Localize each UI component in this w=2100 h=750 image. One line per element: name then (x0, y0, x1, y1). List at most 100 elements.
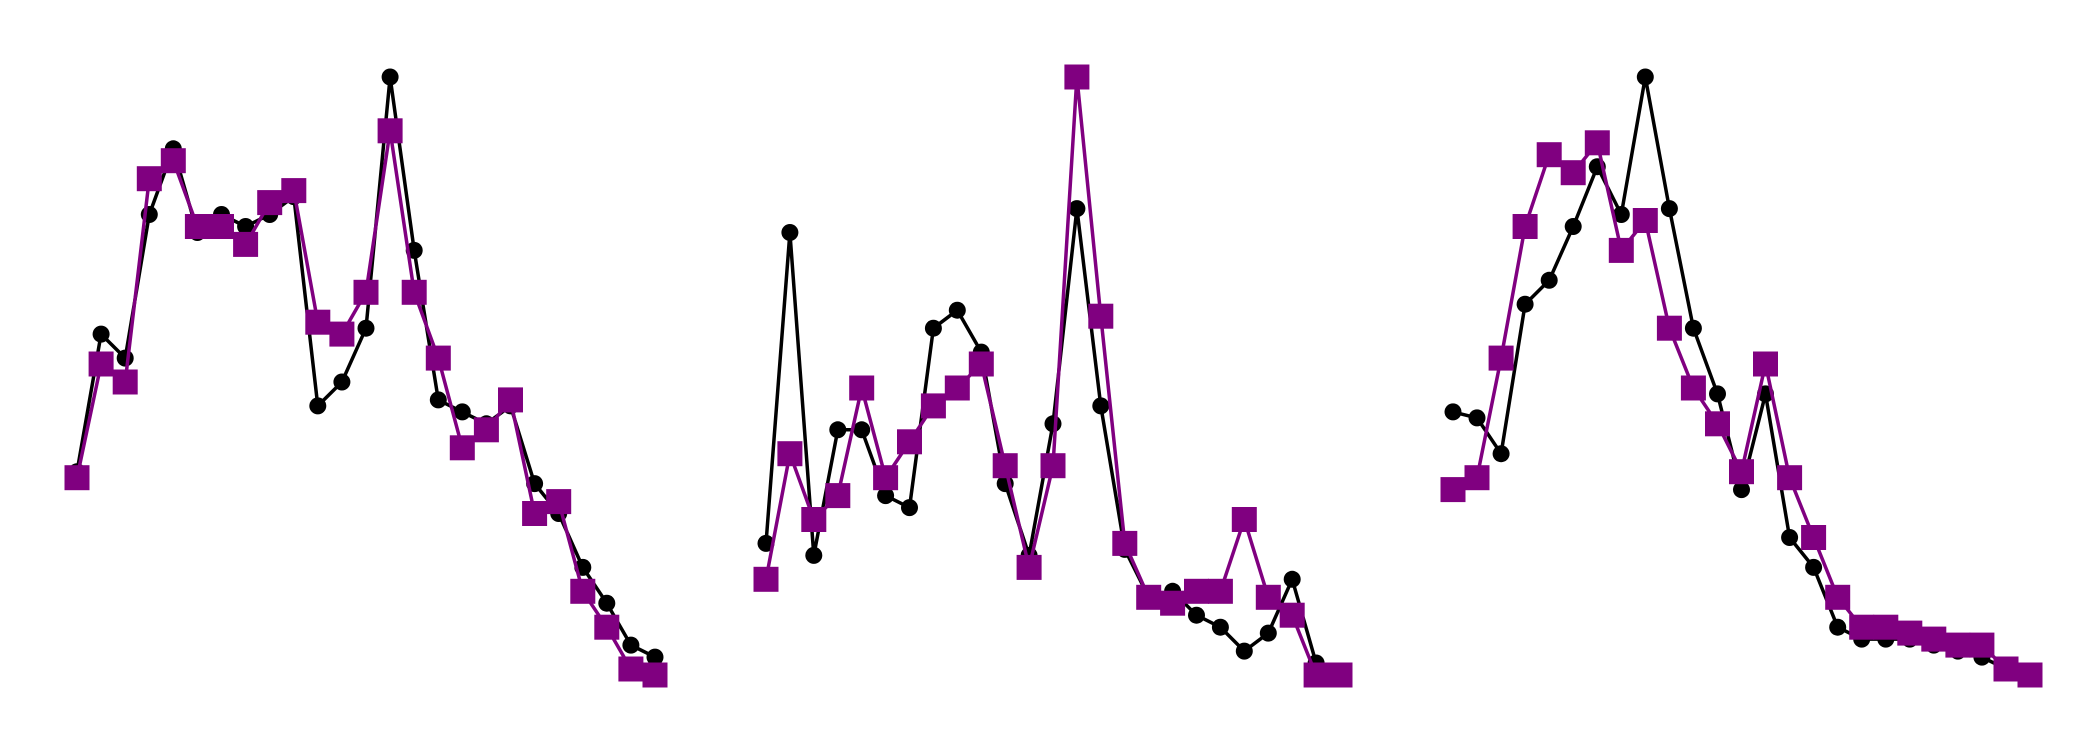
data-point-square (377, 118, 403, 144)
data-point-square (1729, 459, 1754, 485)
data-point-square (1488, 345, 1514, 371)
data-point-circle (1092, 397, 1110, 415)
data-point-circle (333, 373, 351, 391)
data-point-circle (805, 546, 823, 564)
data-point-square (1255, 584, 1281, 610)
data-point-square (1464, 465, 1490, 491)
data-point-circle (1259, 624, 1277, 642)
data-point-square (1969, 632, 1995, 658)
data-point-circle (1516, 295, 1534, 313)
data-point-square (1825, 584, 1851, 610)
data-point-square (1136, 584, 1162, 610)
data-point-square (401, 279, 427, 305)
data-point-square (522, 501, 548, 526)
data-point-square (1584, 130, 1610, 156)
purple-square-series-line (1452, 141, 2031, 677)
data-point-circle (622, 636, 640, 654)
data-point-circle (237, 218, 255, 235)
data-point-square (329, 321, 355, 347)
data-point-square (1440, 477, 1466, 503)
data-point-circle (1612, 206, 1630, 223)
data-point-circle (1492, 445, 1510, 463)
data-point-square (449, 435, 475, 461)
data-point-square (1849, 614, 1875, 640)
purple-square-series-line (75, 129, 656, 677)
data-point-square (1897, 620, 1923, 646)
data-point-square (825, 483, 851, 509)
data-point-square (753, 566, 779, 592)
data-point-square (281, 178, 307, 204)
data-point-circle (1805, 558, 1823, 576)
chart-panel-right (1440, 68, 2043, 688)
data-point-square (184, 214, 210, 239)
data-point-square (546, 489, 572, 515)
data-point-circle (92, 325, 110, 343)
data-point-circle (309, 397, 327, 415)
data-point-square (1160, 590, 1186, 616)
data-point-circle (429, 391, 447, 409)
data-point-circle (646, 648, 664, 666)
data-point-square (1873, 614, 1899, 640)
data-point-square (594, 614, 620, 640)
data-point-square (305, 309, 331, 335)
data-point-square (1945, 632, 1971, 658)
purple-square-series (1440, 130, 2043, 688)
data-point-square (1303, 662, 1329, 688)
data-point-circle (1188, 606, 1205, 624)
data-point-square (968, 351, 994, 377)
data-point-square (160, 148, 186, 174)
data-point-circle (598, 594, 616, 612)
data-point-circle (1660, 200, 1678, 218)
data-point-circle (877, 487, 895, 505)
data-point-square (570, 578, 596, 604)
data-point-circle (1781, 529, 1799, 546)
data-point-square (1040, 453, 1066, 479)
data-point-circle (1044, 415, 1062, 433)
data-point-square (849, 375, 875, 401)
data-point-square (1680, 375, 1706, 401)
data-point-square (425, 345, 451, 371)
data-point-circle (948, 301, 966, 319)
data-point-square (64, 465, 90, 491)
data-point-square (1632, 208, 1658, 233)
data-point-square (642, 662, 668, 688)
data-point-circle (1829, 618, 1847, 636)
data-point-square (233, 231, 259, 257)
data-point-circle (1211, 618, 1229, 636)
data-point-circle (1283, 570, 1301, 588)
data-point-square (1279, 602, 1305, 628)
data-point-square (1656, 315, 1682, 341)
data-point-circle (1444, 403, 1462, 421)
data-point-circle (901, 499, 918, 517)
data-point-square (1993, 656, 2019, 682)
data-point-circle (1709, 385, 1726, 403)
data-point-square (1512, 214, 1538, 239)
data-point-circle (357, 319, 375, 337)
data-point-square (473, 417, 499, 443)
data-point-circle (853, 421, 871, 439)
data-point-square (618, 656, 644, 682)
data-point-square (1560, 160, 1586, 186)
data-point-circle (1068, 200, 1086, 218)
data-point-square (353, 279, 379, 305)
data-point-circle (1564, 218, 1582, 235)
data-point-square (1921, 626, 1947, 652)
data-point-circle (1684, 319, 1702, 337)
data-point-square (1801, 525, 1827, 550)
data-point-circle (1540, 271, 1558, 289)
data-point-square (873, 465, 899, 491)
data-point-square (112, 369, 138, 395)
data-point-square (944, 375, 970, 401)
data-point-circle (1468, 409, 1486, 427)
data-point-square (1705, 411, 1730, 437)
data-point-square (897, 429, 922, 455)
data-point-square (1536, 142, 1562, 168)
data-point-square (777, 441, 803, 467)
data-point-circle (116, 349, 134, 367)
data-point-square (2017, 662, 2043, 688)
data-point-circle (924, 319, 942, 337)
data-point-circle (453, 403, 471, 421)
data-point-square (1088, 303, 1114, 329)
